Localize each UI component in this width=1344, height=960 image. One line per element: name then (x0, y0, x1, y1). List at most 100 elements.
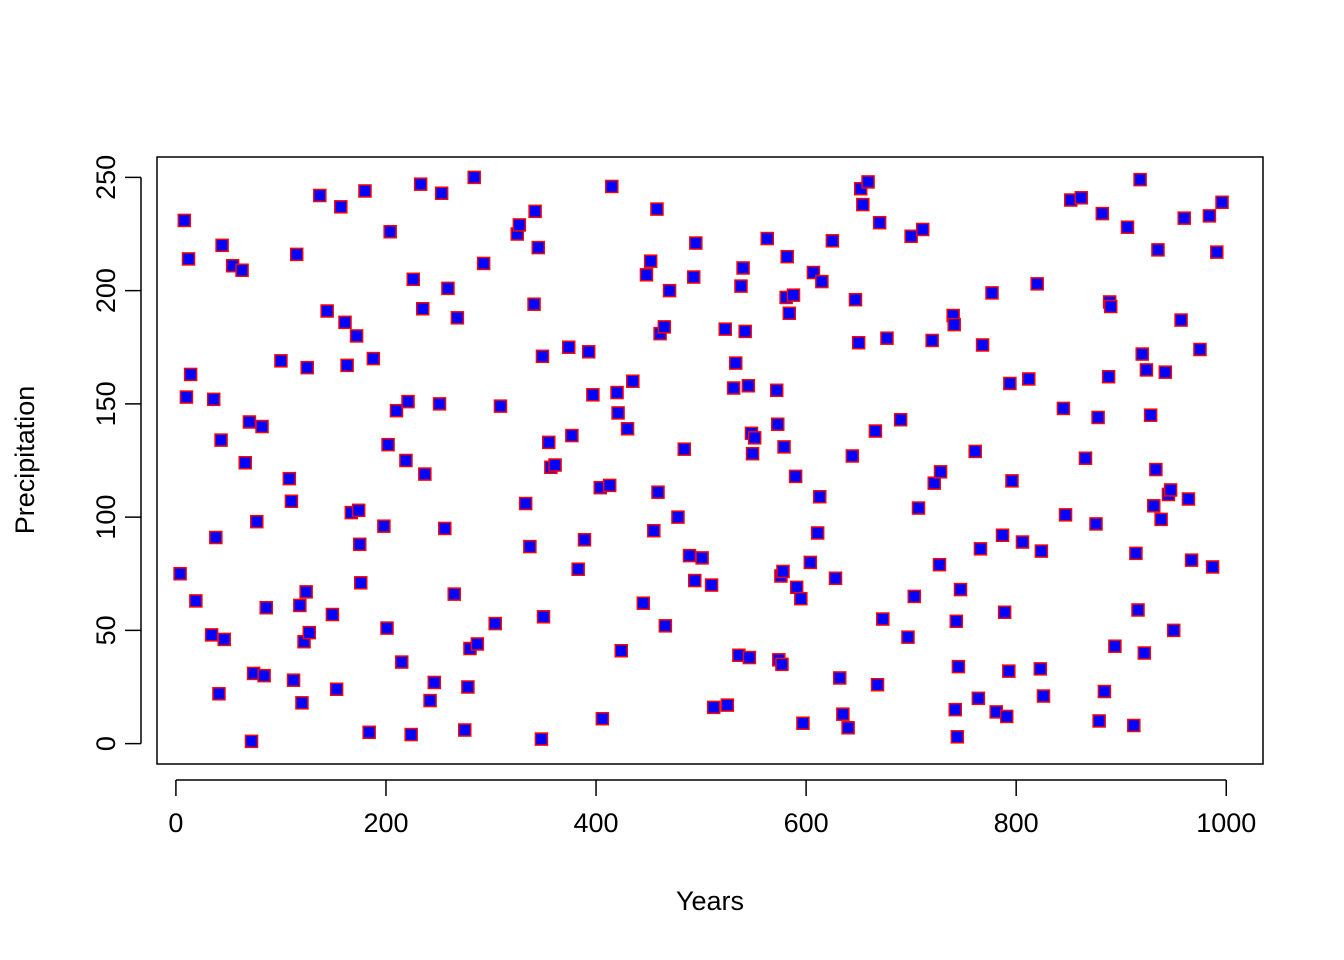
data-point (999, 709, 1014, 724)
data-point (856, 197, 870, 212)
data-point (418, 467, 432, 481)
data-point (1184, 553, 1199, 567)
data-point (1129, 546, 1143, 561)
data-point (179, 390, 194, 404)
data-point (548, 458, 562, 472)
data-point (1101, 369, 1116, 384)
data-point (925, 333, 939, 348)
data-point (677, 442, 692, 456)
data-point (286, 673, 301, 687)
data-point (770, 417, 785, 432)
data-point (688, 573, 702, 588)
data-point (1202, 209, 1217, 223)
data-point (406, 272, 421, 287)
data-point (904, 229, 918, 244)
data-point (639, 268, 654, 282)
data-point (893, 412, 908, 427)
data-point (927, 476, 941, 490)
data-point (868, 424, 883, 438)
data-point (214, 433, 228, 447)
data-point (204, 628, 219, 642)
data-point (1103, 299, 1118, 314)
plot-box (156, 156, 1264, 765)
data-point (394, 655, 409, 669)
data-point (851, 335, 866, 350)
data-point (861, 175, 875, 189)
data-point (441, 281, 455, 296)
data-point (760, 231, 774, 246)
data-point (949, 614, 964, 629)
data-point (427, 675, 442, 690)
x-tick-label: 200 (363, 808, 408, 838)
data-point (841, 721, 855, 735)
data-point (329, 682, 344, 697)
data-point (534, 732, 549, 746)
data-point (1034, 544, 1049, 558)
data-point (1137, 646, 1152, 660)
data-point (745, 446, 760, 461)
data-point (206, 392, 221, 407)
data-point (284, 494, 299, 509)
data-point (973, 542, 988, 556)
data-point (647, 523, 661, 538)
data-point (932, 557, 947, 572)
data-point (423, 693, 437, 708)
data-point (662, 283, 677, 298)
data-point (1215, 195, 1229, 210)
data-point (415, 302, 430, 316)
data-point (658, 619, 673, 633)
data-point (706, 700, 721, 715)
data-point (488, 616, 502, 631)
data-point (870, 677, 885, 692)
data-point (738, 324, 752, 339)
data-point (1139, 363, 1154, 377)
x-tick-label: 600 (784, 808, 829, 838)
data-point (250, 514, 264, 529)
data-point (1149, 462, 1163, 477)
data-point (299, 585, 313, 599)
data-point (1108, 639, 1122, 653)
data-point (1181, 492, 1196, 506)
data-point (377, 519, 391, 533)
data-point (734, 279, 748, 293)
data-point (528, 204, 542, 219)
data-point (975, 338, 990, 352)
y-axis: 0 50 100 150 200 250 (91, 155, 142, 751)
data-point (1092, 714, 1106, 728)
data-point (302, 625, 317, 640)
data-point (845, 449, 860, 463)
data-point (689, 236, 703, 250)
data-point (832, 671, 847, 685)
data-point (470, 637, 485, 651)
data-point (561, 340, 576, 355)
data-point (362, 725, 376, 740)
data-point (577, 533, 592, 547)
data-point (777, 440, 791, 454)
data-point (1089, 517, 1103, 531)
y-axis-title: Precipitation (10, 386, 40, 535)
data-point (825, 234, 840, 248)
data-point (581, 345, 596, 359)
data-point (189, 594, 203, 608)
data-point (217, 632, 231, 647)
x-axis: 0 200 400 600 800 1000 (168, 779, 1256, 838)
data-point (340, 358, 354, 373)
y-tick-label: 200 (91, 268, 121, 313)
data-point (1097, 684, 1112, 699)
data-point (338, 315, 352, 330)
data-point (542, 435, 556, 450)
data-point (828, 571, 843, 586)
data-point (1151, 243, 1165, 257)
data-point (736, 261, 750, 275)
data-point (643, 254, 658, 268)
data-point (366, 351, 381, 366)
data-point (438, 521, 452, 536)
data-point (651, 485, 665, 499)
x-tick-label: 800 (994, 808, 1039, 838)
data-point (907, 589, 922, 604)
data-point (620, 422, 635, 436)
data-point (671, 510, 685, 524)
data-point (413, 177, 428, 191)
data-point (381, 437, 395, 452)
data-point (788, 469, 803, 484)
